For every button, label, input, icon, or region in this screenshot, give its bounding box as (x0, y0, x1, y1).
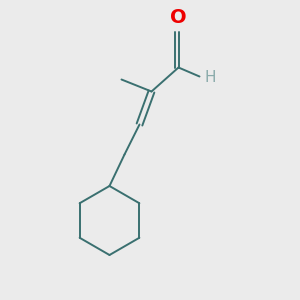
Text: H: H (205, 70, 216, 86)
Text: O: O (170, 8, 187, 27)
